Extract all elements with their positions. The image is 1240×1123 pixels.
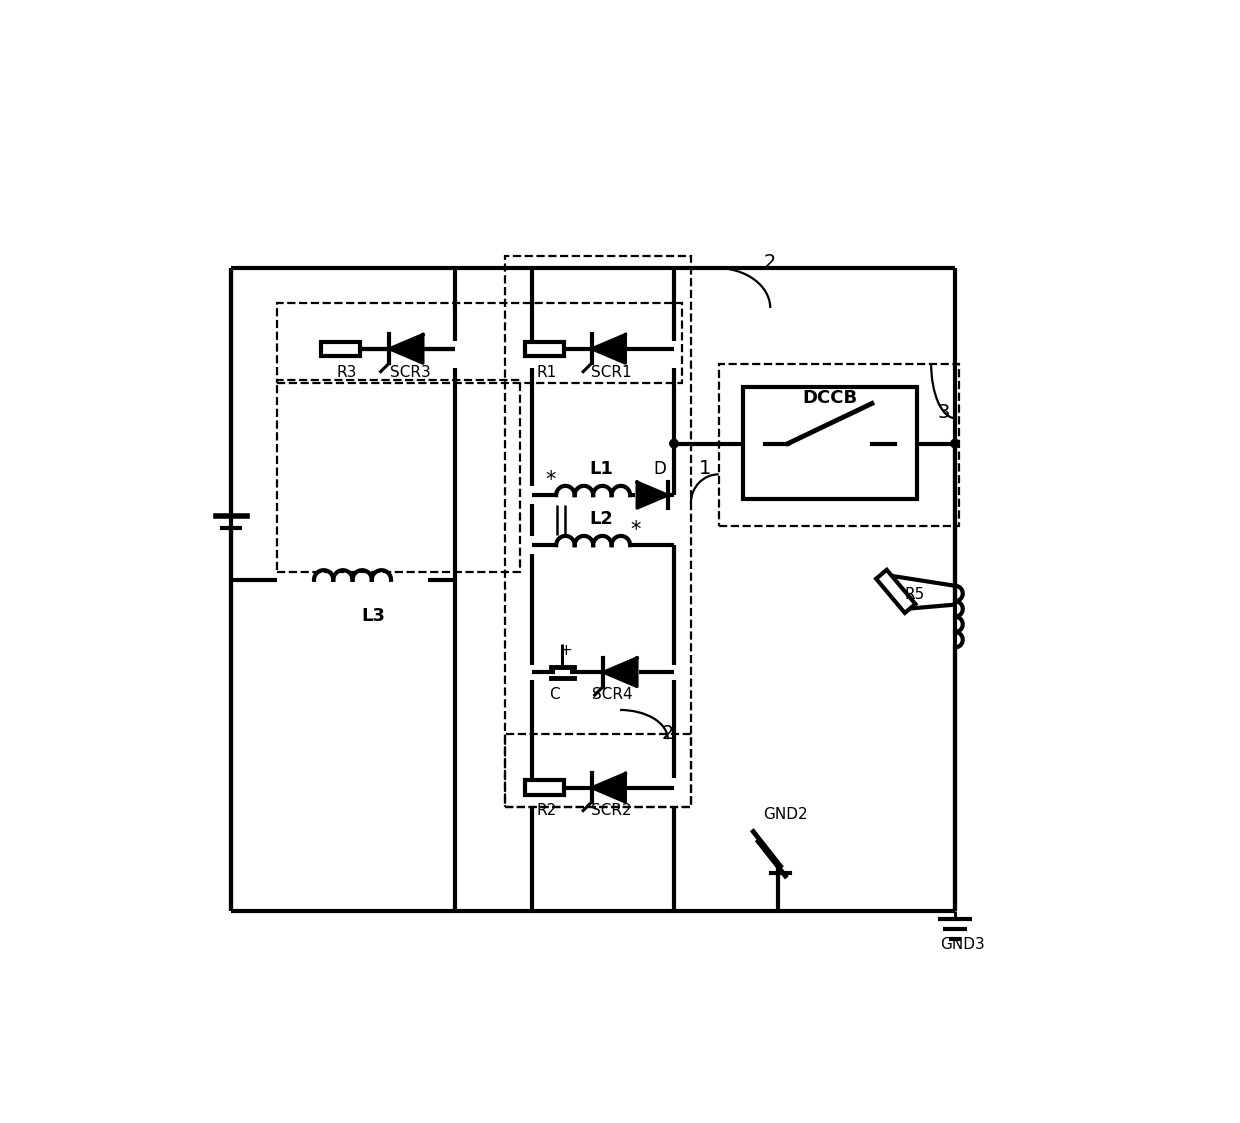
Bar bbox=[278, 302, 682, 383]
Text: 1: 1 bbox=[698, 459, 711, 478]
Text: SCR3: SCR3 bbox=[389, 365, 430, 381]
Circle shape bbox=[670, 439, 678, 448]
Text: 2: 2 bbox=[662, 724, 675, 743]
Text: GND3: GND3 bbox=[940, 938, 985, 952]
Polygon shape bbox=[389, 335, 423, 363]
Text: C: C bbox=[549, 687, 560, 702]
Circle shape bbox=[951, 439, 960, 448]
Polygon shape bbox=[591, 335, 625, 363]
Text: R3: R3 bbox=[336, 365, 357, 381]
Text: *: * bbox=[546, 469, 556, 490]
Bar bbox=[321, 341, 360, 356]
Text: R1: R1 bbox=[537, 365, 557, 381]
Text: DCCB: DCCB bbox=[802, 389, 857, 407]
Text: *: * bbox=[630, 520, 641, 540]
Bar bbox=[278, 380, 520, 572]
Text: SCR2: SCR2 bbox=[590, 803, 631, 818]
Text: D: D bbox=[653, 460, 667, 478]
Text: 2: 2 bbox=[764, 253, 776, 272]
Bar bbox=[526, 780, 564, 795]
Text: R2: R2 bbox=[537, 803, 557, 818]
Text: 3: 3 bbox=[937, 403, 950, 422]
Text: R5: R5 bbox=[904, 587, 924, 602]
Text: L3: L3 bbox=[362, 606, 386, 624]
Text: GND2: GND2 bbox=[764, 806, 808, 822]
Bar bbox=[719, 364, 959, 526]
Bar bbox=[526, 341, 564, 356]
Polygon shape bbox=[591, 774, 625, 802]
Polygon shape bbox=[637, 482, 668, 509]
Text: L1: L1 bbox=[589, 460, 613, 478]
Polygon shape bbox=[877, 569, 915, 613]
Bar bbox=[505, 733, 691, 807]
Text: +: + bbox=[559, 643, 573, 658]
Bar bbox=[505, 256, 691, 807]
Text: SCR1: SCR1 bbox=[590, 365, 631, 381]
Text: SCR4: SCR4 bbox=[591, 687, 632, 702]
Text: L2: L2 bbox=[589, 510, 613, 529]
Bar bbox=[743, 387, 916, 499]
Polygon shape bbox=[603, 658, 637, 686]
